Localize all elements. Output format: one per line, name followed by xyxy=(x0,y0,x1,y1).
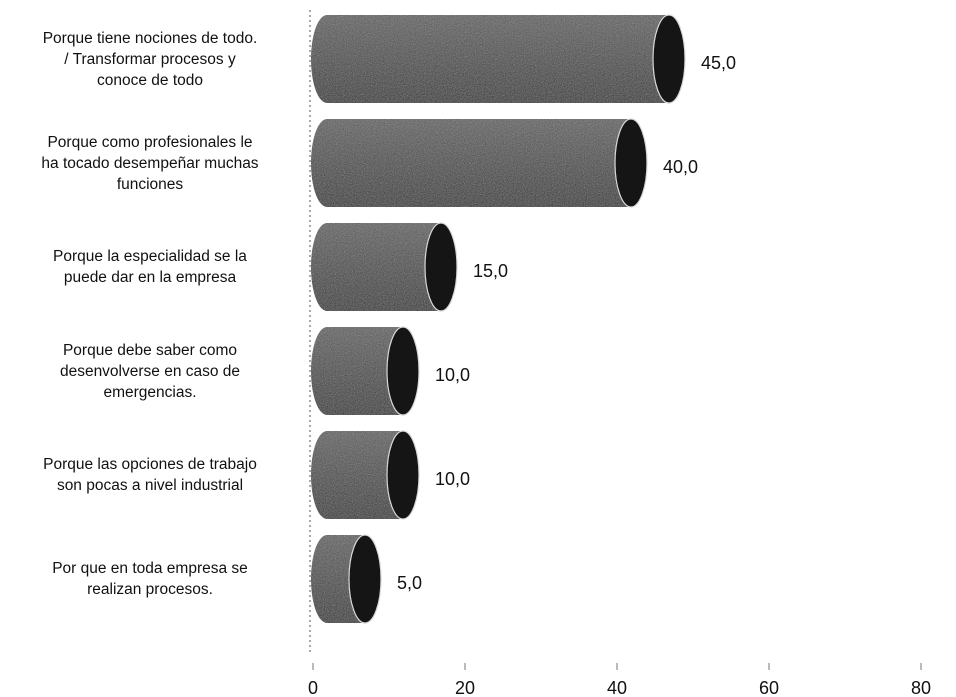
data-label: 10,0 xyxy=(435,469,470,489)
bar-end-cap xyxy=(386,430,420,520)
tick-label: 20 xyxy=(455,678,475,697)
bar xyxy=(311,222,458,312)
bar xyxy=(311,118,648,208)
bar-end-cap xyxy=(652,14,686,104)
bar-body xyxy=(311,119,647,207)
bar-end-cap xyxy=(386,326,420,416)
bar-end-cap xyxy=(424,222,458,312)
category-label: Porque tiene nociones de todo. / Transfo… xyxy=(42,29,258,89)
bar xyxy=(311,534,382,624)
value-labels-group: 45,0 40,0 15,0 10,0 10,0 5,0 xyxy=(397,53,736,593)
data-label: 40,0 xyxy=(663,157,698,177)
bar xyxy=(311,430,420,520)
data-label: 45,0 xyxy=(701,53,736,73)
bar-end-cap xyxy=(348,534,382,624)
category-label: Porque como profesionales le ha tocado d… xyxy=(41,133,259,193)
tick-label: 80 xyxy=(911,678,931,697)
tick-label: 0 xyxy=(308,678,318,697)
category-label: Porque la especialidad se la puede dar e… xyxy=(53,248,247,286)
bar xyxy=(311,326,420,416)
category-label: Por que en toda empresa se realizan proc… xyxy=(52,560,248,598)
data-label: 15,0 xyxy=(473,261,508,281)
tick-label: 40 xyxy=(607,678,627,697)
data-label: 5,0 xyxy=(397,573,422,593)
category-label: Porque debe saber como desenvolverse en … xyxy=(59,341,241,401)
tick-label: 60 xyxy=(759,678,779,697)
bar-body xyxy=(311,15,685,103)
bar-body xyxy=(311,223,457,311)
bar-end-cap xyxy=(614,118,648,208)
category-label: Porque las opciones de trabajo son pocas… xyxy=(43,456,257,494)
bars-group xyxy=(311,14,686,624)
data-label: 10,0 xyxy=(435,365,470,385)
bar xyxy=(311,14,686,104)
x-axis-ticks: 0 20 40 60 80 xyxy=(308,663,931,697)
